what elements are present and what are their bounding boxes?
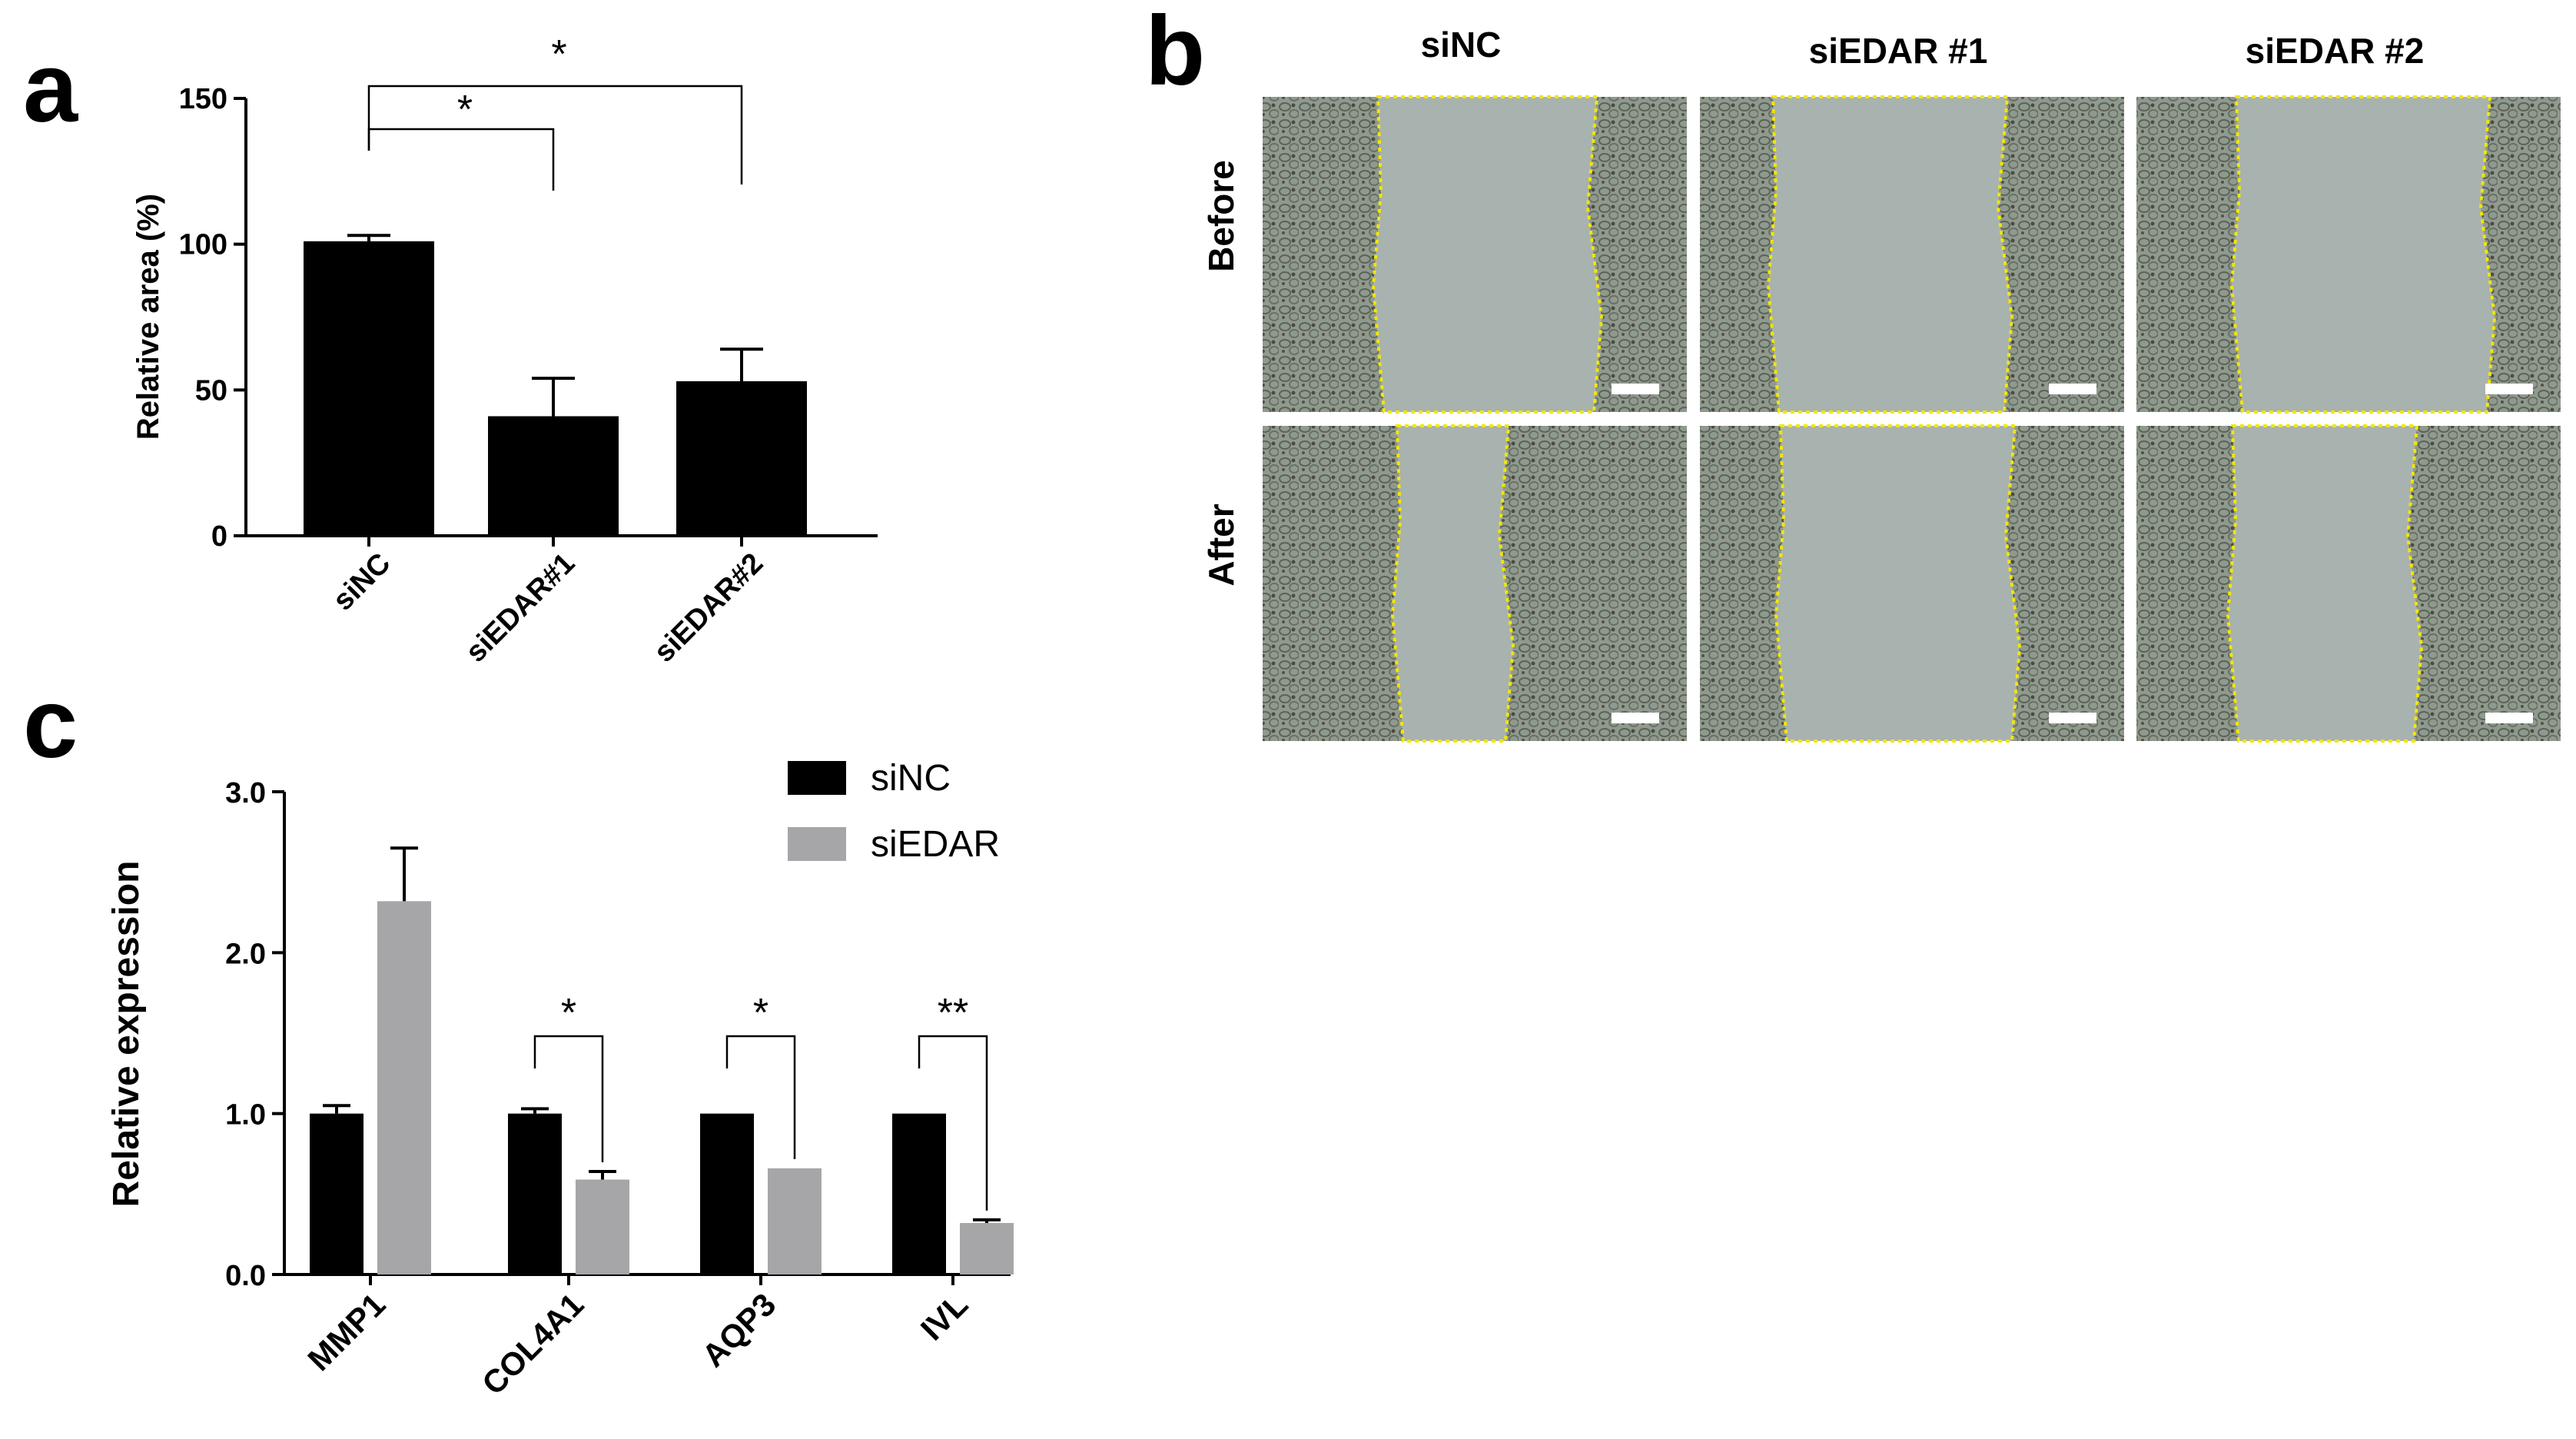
chart-a-bar bbox=[488, 416, 619, 536]
micrograph-column-header: siEDAR #1 bbox=[1809, 31, 1988, 71]
chart-c-y-tick-label: 1.0 bbox=[225, 1099, 266, 1132]
chart-a-y-tick-label: 150 bbox=[179, 83, 227, 115]
wound-area bbox=[1390, 424, 1515, 743]
chart-a-significance-bracket bbox=[367, 85, 743, 184]
chart-c-bar-siedar bbox=[960, 1223, 1014, 1274]
wound-area bbox=[1371, 95, 1604, 414]
panel-letter-b: b bbox=[1145, 0, 1205, 106]
panel-letter-a: a bbox=[23, 33, 78, 143]
panel-letter-c: c bbox=[23, 669, 78, 779]
chart-c-bar-siedar bbox=[576, 1179, 629, 1274]
micrograph-grid: siNC siEDAR #1 siEDAR #2 Before After bbox=[1201, 25, 2561, 743]
chart-c-bar-sinc bbox=[310, 1113, 363, 1274]
chart-c-y-tick-label: 2.0 bbox=[225, 938, 266, 970]
chart-c-bar-sinc bbox=[700, 1113, 754, 1274]
scale-bar bbox=[2049, 384, 2096, 394]
chart-a-y-label: Relative area (%) bbox=[131, 194, 165, 440]
chart-a-significance-label: * bbox=[551, 32, 566, 77]
chart-c-significance-bracket bbox=[725, 1035, 796, 1159]
chart-relative-expression: Relative expression 0.0 1.0 2.0 3.0 MMP1 COL… bbox=[106, 758, 1014, 1402]
scale-bar bbox=[2485, 713, 2533, 723]
chart-a-bar bbox=[676, 381, 807, 536]
chart-c-significance-label: * bbox=[561, 991, 576, 1035]
chart-a-category-label: siNC bbox=[327, 547, 397, 617]
micrograph-column-header: siEDAR #2 bbox=[2246, 31, 2425, 71]
chart-a-category-label: siEDAR#1 bbox=[460, 547, 581, 669]
chart-c-category-label: MMP1 bbox=[300, 1286, 392, 1378]
chart-c-category-label: AQP3 bbox=[695, 1286, 782, 1374]
chart-c-significance-bracket bbox=[533, 1035, 604, 1163]
chart-c-y-tick-label: 3.0 bbox=[225, 777, 266, 809]
chart-a-category-label: siEDAR#2 bbox=[648, 547, 769, 669]
chart-c-bar-sinc bbox=[508, 1113, 562, 1274]
chart-c-bar-siedar bbox=[377, 901, 431, 1274]
scale-bar bbox=[2049, 713, 2096, 723]
chart-c-bar-sinc bbox=[892, 1113, 946, 1274]
chart-c-y-tick-label: 0.0 bbox=[225, 1260, 266, 1292]
scale-bar bbox=[1612, 384, 1659, 394]
chart-a-y-tick-label: 100 bbox=[179, 229, 227, 261]
chart-c-significance-label: * bbox=[753, 991, 768, 1035]
micrograph-row-header: After bbox=[1201, 503, 1241, 586]
chart-c-significance-label: ** bbox=[938, 991, 968, 1035]
chart-c-bar-siedar bbox=[768, 1168, 822, 1274]
legend-label-sinc: siNC bbox=[871, 758, 951, 799]
wound-area bbox=[2226, 424, 2424, 743]
legend-swatch-sinc bbox=[788, 761, 846, 795]
chart-a-significance-label: * bbox=[457, 88, 473, 132]
chart-c-category-label: COL4A1 bbox=[475, 1286, 590, 1401]
chart-c-category-label: IVL bbox=[914, 1286, 974, 1347]
chart-relative-area: Relative area (%) 0 50 100 150 siNC siEDAR#1… bbox=[131, 32, 878, 669]
chart-c-significance-bracket bbox=[918, 1035, 988, 1211]
scale-bar bbox=[2485, 384, 2533, 394]
wound-area bbox=[1774, 424, 2022, 743]
wound-area bbox=[1766, 95, 2014, 414]
micrograph-column-header: siNC bbox=[1421, 25, 1502, 65]
chart-a-significance-bracket bbox=[367, 128, 555, 191]
legend-swatch-siedar bbox=[788, 827, 846, 861]
chart-a-y-tick-label: 50 bbox=[195, 374, 227, 407]
legend-label-siedar: siEDAR bbox=[871, 824, 1000, 865]
scale-bar bbox=[1612, 713, 1659, 723]
chart-a-y-tick-label: 0 bbox=[211, 520, 227, 553]
chart-c-y-label: Relative expression bbox=[106, 861, 147, 1208]
chart-a-bar bbox=[304, 241, 434, 536]
micrograph-row-header: Before bbox=[1201, 160, 1241, 272]
wound-area bbox=[2229, 95, 2497, 414]
